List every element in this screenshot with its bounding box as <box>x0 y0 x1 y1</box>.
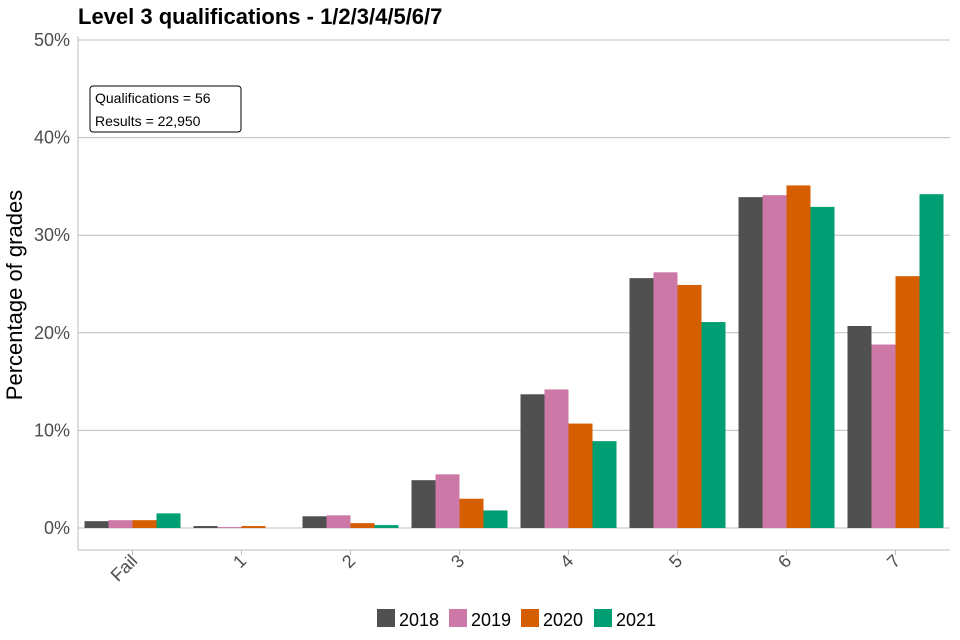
legend-label-2019: 2019 <box>471 610 511 630</box>
x-tick-labels: Fail 1 2 3 4 5 6 7 <box>107 551 905 586</box>
legend-label-2021: 2021 <box>616 610 656 630</box>
bar-2019-1 <box>217 527 242 528</box>
axes <box>77 36 950 555</box>
x-tick-label: 3 <box>447 551 468 572</box>
y-tick-label: 0% <box>44 518 70 538</box>
bar-2019-6 <box>762 195 787 528</box>
legend: 2018 2019 2020 2021 <box>377 609 656 630</box>
bar-2021-5 <box>701 322 726 528</box>
annotation-box: Qualifications = 56 Results = 22,950 <box>89 85 242 133</box>
bar-2018-5 <box>629 278 654 528</box>
legend-label-2018: 2018 <box>399 610 439 630</box>
bar-2019-7 <box>871 344 896 528</box>
bar-2018-3 <box>411 480 436 528</box>
bar-2020-2 <box>350 523 375 528</box>
bar-2021-4 <box>592 441 617 528</box>
chart-title: Level 3 qualifications - 1/2/3/4/5/6/7 <box>78 4 442 29</box>
y-tick-label: 10% <box>34 420 70 440</box>
y-tick-label: 30% <box>34 225 70 245</box>
bar-2021-3 <box>483 510 508 528</box>
bar-2018-1 <box>193 526 218 528</box>
bar-2019-2 <box>326 515 351 528</box>
bar-2019-Fail <box>108 520 133 528</box>
bar-2020-5 <box>677 284 702 528</box>
y-tick-label: 50% <box>34 30 70 50</box>
x-tick-label: Fail <box>107 551 142 586</box>
y-tick-label: 20% <box>34 323 70 343</box>
bar-2018-4 <box>520 394 545 528</box>
x-tick-label: 1 <box>229 551 250 572</box>
annotation-line: Results = 22,950 <box>95 113 201 129</box>
legend-swatch-2021 <box>594 609 612 627</box>
annotation-line: Qualifications = 56 <box>95 90 211 106</box>
bar-2020-Fail <box>132 520 157 528</box>
x-tick-label: 7 <box>883 551 904 572</box>
bar-2020-6 <box>786 185 811 528</box>
bar-2020-7 <box>895 276 920 528</box>
y-tick-labels: 0% 10% 20% 30% 40% 50% <box>34 30 70 538</box>
y-tick-label: 40% <box>34 128 70 148</box>
bar-2021-Fail <box>156 513 181 528</box>
bar-2018-6 <box>738 197 763 529</box>
x-tick-label: 4 <box>556 551 577 572</box>
bar-2020-3 <box>459 498 484 528</box>
bar-2019-3 <box>435 474 460 528</box>
y-axis-label: Percentage of grades <box>2 190 27 400</box>
bar-2018-Fail <box>84 521 109 528</box>
bars <box>84 185 944 529</box>
bar-2021-7 <box>919 194 944 528</box>
legend-swatch-2019 <box>449 609 467 627</box>
bar-2021-2 <box>374 525 399 528</box>
bar-2021-6 <box>810 206 835 528</box>
annotation-border <box>89 85 242 133</box>
bar-2020-4 <box>568 423 593 528</box>
bar-2018-7 <box>847 325 872 528</box>
bar-2019-4 <box>544 389 569 528</box>
x-tick-label: 5 <box>665 551 686 572</box>
legend-swatch-2018 <box>377 609 395 627</box>
legend-swatch-2020 <box>521 609 539 627</box>
bar-2019-5 <box>653 272 678 528</box>
x-tick-label: 6 <box>774 551 795 572</box>
x-tick-label: 2 <box>338 551 359 572</box>
bar-2018-2 <box>302 516 327 528</box>
bar-2020-1 <box>241 526 266 528</box>
legend-label-2020: 2020 <box>543 610 583 630</box>
